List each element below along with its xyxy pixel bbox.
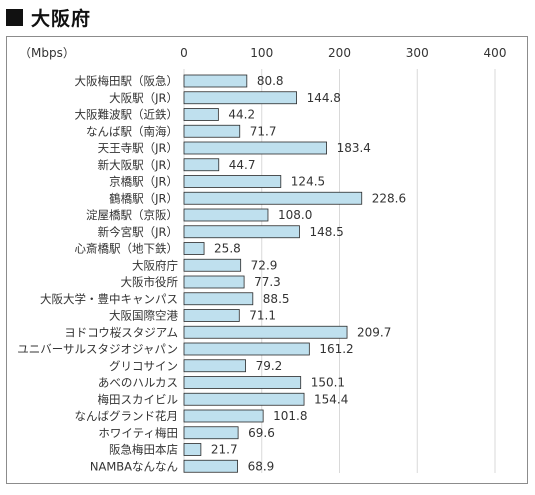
data-label: 71.1 xyxy=(249,309,276,323)
bar xyxy=(183,108,219,121)
page-title: 大阪府 xyxy=(31,7,92,30)
unit-label: （Mbps） xyxy=(19,46,75,60)
bar xyxy=(183,208,269,222)
chart-frame: 0 100 200 300 400 大阪梅田駅（阪急） 大阪駅（JR） 大阪難波駅（近鉄） な… xyxy=(6,36,528,484)
bar xyxy=(183,258,242,272)
data-label: 80.8 xyxy=(257,74,284,88)
category-label: 淀屋橋駅（京阪） xyxy=(86,208,178,222)
category-label: 鶴橋駅（JR） xyxy=(109,191,178,205)
x-tick-label: 100 xyxy=(250,46,273,60)
bar xyxy=(183,91,297,105)
category-label: 大阪府庁 xyxy=(132,258,178,272)
category-label: 新今宮駅（JR） xyxy=(98,225,178,239)
bar xyxy=(183,309,240,322)
bar xyxy=(183,376,302,389)
bar-chart: 0 100 200 300 400 大阪梅田駅（阪急） 大阪駅（JR） 大阪難波駅（近鉄） な… xyxy=(17,46,506,473)
gridlines xyxy=(183,69,496,473)
category-label: あべのハルカス xyxy=(98,376,178,390)
bar xyxy=(183,459,238,473)
data-label: 183.4 xyxy=(337,141,371,155)
data-label: 44.2 xyxy=(228,108,255,122)
x-axis-ticks: 0 100 200 300 400 xyxy=(180,46,506,60)
data-label: 79.2 xyxy=(256,359,283,373)
data-label: 68.9 xyxy=(248,459,275,473)
category-label: ホワイティ梅田 xyxy=(98,426,178,440)
data-label: 228.6 xyxy=(372,191,406,205)
bar xyxy=(183,175,282,188)
page-heading: 大阪府 xyxy=(6,3,91,31)
bar xyxy=(183,242,205,255)
bar xyxy=(183,158,220,172)
data-label: 25.8 xyxy=(214,242,241,256)
category-label: NAMBAなんなん xyxy=(90,459,178,473)
bar xyxy=(183,74,248,88)
data-label: 88.5 xyxy=(263,292,290,306)
category-label: なんば駅（南海） xyxy=(86,124,178,138)
x-tick-label: 300 xyxy=(406,46,429,60)
x-tick-label: 0 xyxy=(180,46,188,60)
bar xyxy=(183,292,254,306)
data-label: 148.5 xyxy=(309,225,343,239)
bar xyxy=(183,409,264,423)
data-label: 209.7 xyxy=(357,325,391,339)
category-label: 大阪大学・豊中キャンパス xyxy=(40,292,178,306)
data-label: 69.6 xyxy=(248,426,275,440)
bar xyxy=(183,225,300,239)
category-label: グリコサイン xyxy=(109,359,178,373)
heading-square-icon xyxy=(6,8,23,26)
x-tick-label: 200 xyxy=(328,46,351,60)
data-label: 108.0 xyxy=(278,208,312,222)
data-label: 144.8 xyxy=(307,91,341,105)
value-labels: 80.8 144.8 44.2 71.7 183.4 44.7 124.5 228.6 108.… xyxy=(211,74,406,473)
category-label: 大阪駅（JR） xyxy=(109,91,178,105)
category-label: 阪急梅田本店 xyxy=(109,443,178,457)
bar xyxy=(183,141,327,155)
bar xyxy=(183,359,246,373)
category-label: 大阪梅田駅（阪急） xyxy=(75,74,179,88)
data-label: 161.2 xyxy=(319,342,353,356)
bar xyxy=(183,325,348,339)
bar xyxy=(183,392,305,406)
data-label: 21.7 xyxy=(211,443,238,457)
category-label: 心斎橋駅（地下鉄） xyxy=(75,242,179,256)
data-label: 124.5 xyxy=(291,175,325,189)
data-label: 77.3 xyxy=(254,275,281,289)
category-label: 大阪国際空港 xyxy=(109,309,178,323)
category-label: 天王寺駅（JR） xyxy=(98,141,178,155)
category-label: なんばグランド花月 xyxy=(75,409,179,423)
data-label: 101.8 xyxy=(273,409,307,423)
category-label: 大阪難波駅（近鉄） xyxy=(75,108,179,122)
bar xyxy=(183,426,239,440)
category-label: ヨドコウ桜スタジアム xyxy=(64,325,178,339)
bar xyxy=(183,275,245,289)
category-label: ユニバーサルスタジオジャパン xyxy=(17,342,178,356)
bar xyxy=(183,443,202,456)
data-label: 150.1 xyxy=(311,376,345,390)
data-label: 72.9 xyxy=(251,258,278,272)
bar xyxy=(183,191,363,205)
bars xyxy=(183,74,363,473)
category-label: 梅田スカイビル xyxy=(98,392,179,406)
category-label: 大阪市役所 xyxy=(121,275,179,289)
data-label: 71.7 xyxy=(250,124,277,138)
category-labels: 大阪梅田駅（阪急） 大阪駅（JR） 大阪難波駅（近鉄） なんば駅（南海） 天王寺駅（JR… xyxy=(17,74,178,473)
data-label: 44.7 xyxy=(229,158,256,172)
bar xyxy=(183,342,310,356)
category-label: 京橋駅（JR） xyxy=(109,175,178,189)
x-tick-label: 400 xyxy=(484,46,507,60)
data-label: 154.4 xyxy=(314,392,348,406)
bar xyxy=(183,124,241,138)
category-label: 新大阪駅（JR） xyxy=(98,158,178,172)
